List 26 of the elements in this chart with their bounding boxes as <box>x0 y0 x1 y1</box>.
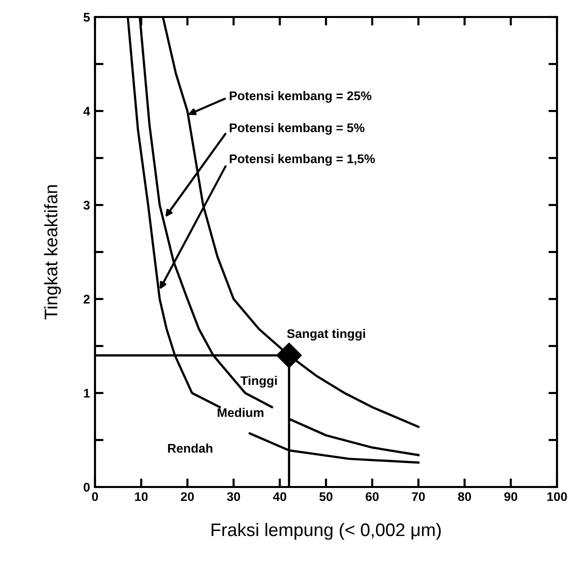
x-tick-label: 10 <box>135 492 148 502</box>
x-tick-label: 30 <box>226 492 240 502</box>
annotation: Potensi kembang = 5% <box>230 123 364 135</box>
x-tick-label: 40 <box>273 492 286 502</box>
y-tick-label: 1 <box>84 388 90 398</box>
x-tick-label: 90 <box>504 492 518 502</box>
annotation: Tinggi <box>240 376 277 388</box>
annotation: Rendah <box>168 444 212 453</box>
x-tick-label: 20 <box>180 492 194 502</box>
x-tick-label: 50 <box>319 492 332 502</box>
x-tick-label: 100 <box>547 492 567 502</box>
annotation: Sangat tinggi <box>287 328 366 341</box>
x-tick-label: 0 <box>92 492 98 502</box>
y-tick-label: 2 <box>84 294 90 304</box>
y-tick-label: 3 <box>83 200 90 210</box>
x-tick-label: 60 <box>366 492 379 502</box>
y-tick-label: 0 <box>84 482 90 492</box>
annotation: Potensi kembang = 25% <box>230 91 372 103</box>
x-tick-label: 70 <box>412 492 425 502</box>
y-tick-label: 5 <box>84 12 90 22</box>
y-axis-title: Tingkat keaktifan <box>44 185 61 320</box>
y-tick-label: 4 <box>83 106 90 116</box>
annotation: Medium <box>218 408 264 418</box>
annotation: Potensi kembang = 1,5% <box>230 154 375 166</box>
x-axis-title: Fraksi lempung (< 0,002 μm) <box>212 522 441 540</box>
x-tick-label: 80 <box>458 492 472 502</box>
